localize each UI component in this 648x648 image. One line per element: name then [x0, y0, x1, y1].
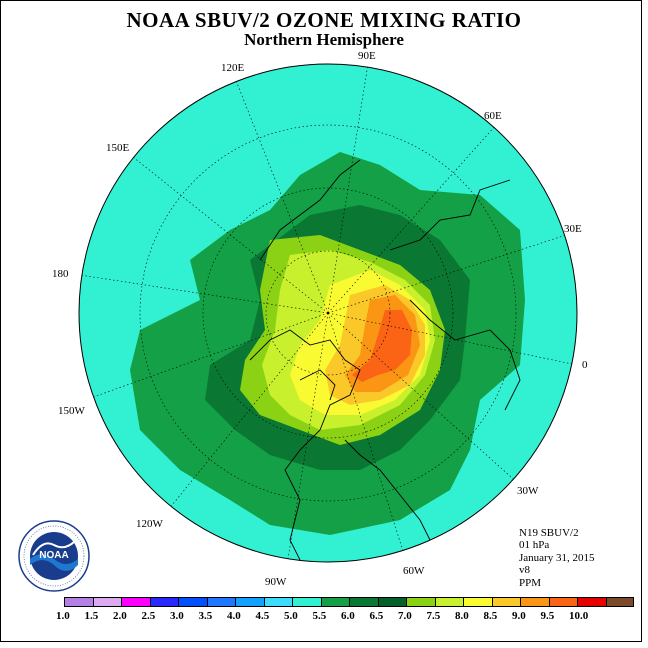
colorbar-swatch	[548, 597, 577, 607]
colorbar-swatch	[434, 597, 463, 607]
lon-label-30w: 30W	[517, 485, 539, 497]
colorbar-swatch	[577, 597, 606, 607]
colorbar-swatch	[292, 597, 321, 607]
colorbar-tick-label: 3.0	[170, 610, 184, 622]
colorbar-tick-label: 2.5	[141, 610, 156, 622]
colorbar-tick-label: 2.0	[113, 610, 127, 622]
lon-label-180: 180	[52, 268, 69, 280]
lon-label-120w: 120W	[136, 518, 163, 530]
lon-label-60e: 60E	[484, 110, 502, 122]
colorbar-tick-label: 10.0	[569, 610, 589, 622]
colorbar-tick-label: 8.0	[455, 610, 469, 622]
colorbar-tick-label: 5.0	[284, 610, 298, 622]
colorbar-tick-label: 4.5	[255, 610, 270, 622]
lon-label-120e: 120E	[221, 62, 245, 74]
info-date: January 31, 2015	[519, 551, 595, 564]
lon-label-0: 0	[582, 359, 588, 371]
colorbar-tick-label: 3.5	[198, 610, 213, 622]
colorbar-swatch	[605, 597, 634, 607]
colorbar-swatch	[377, 597, 406, 607]
colorbar-swatch	[463, 597, 492, 607]
colorbar-swatch	[149, 597, 178, 607]
colorbar-swatch	[64, 597, 93, 607]
colorbar-tick-label: 4.0	[227, 610, 241, 622]
lon-label-150w: 150W	[58, 405, 85, 417]
lon-label-150e: 150E	[106, 142, 130, 154]
colorbar-tick-label: 5.5	[312, 610, 327, 622]
colorbar-swatch	[406, 597, 435, 607]
info-block: N19 SBUV/2 01 hPa January 31, 2015 v8 PP…	[519, 527, 594, 589]
noaa-logo: NOAA	[18, 520, 90, 592]
colorbar-tick-label: 6.0	[341, 610, 355, 622]
info-level: 01 hPa	[519, 539, 550, 552]
colorbar-ticks: 1.0 1.5 2.0 2.5 3.0 3.5 4.0 4.5 5.0 5.5 6.0 6.5 7.0 7…	[52, 610, 612, 624]
lon-label-30e: 30E	[564, 223, 582, 235]
colorbar-tick-label: 7.5	[426, 610, 441, 622]
globe-outline	[78, 63, 578, 563]
coastlines	[249, 159, 521, 562]
page-title: NOAA SBUV/2 OZONE MIXING RATIO	[126, 8, 522, 32]
info-units: PPM	[519, 576, 542, 589]
colorbar-tick-label: 8.5	[483, 610, 498, 622]
colorbar-swatch	[263, 597, 292, 607]
colorbar-tick-label: 7.0	[398, 610, 412, 622]
colorbar-tick-label: 1.0	[56, 610, 70, 622]
info-instrument: N19 SBUV/2	[519, 527, 579, 539]
colorbar-swatch	[121, 597, 150, 607]
colorbar-swatch	[520, 597, 549, 607]
colorbar-swatch	[178, 597, 207, 607]
lon-label-60w: 60W	[403, 565, 425, 577]
contour-9-0	[352, 310, 412, 382]
colorbar-tick-label: 9.5	[540, 610, 555, 622]
colorbar-tick-label: 9.0	[512, 610, 526, 622]
colorbar-swatch	[349, 597, 378, 607]
colorbar-swatch	[92, 597, 121, 607]
colorbar-tick-label: 1.5	[84, 610, 99, 622]
colorbar-swatch	[320, 597, 349, 607]
colorbar-swatch	[491, 597, 520, 607]
lon-label-90e: 90E	[358, 50, 376, 62]
graticule	[79, 64, 577, 562]
lon-label-90w: 90W	[265, 576, 287, 588]
colorbar-swatch	[206, 597, 235, 607]
info-version: v8	[519, 564, 530, 577]
page-subtitle: Northern Hemisphere	[244, 30, 404, 49]
colorbar-tick-label: 6.5	[369, 610, 384, 622]
colorbar	[64, 597, 634, 607]
colorbar-swatch	[235, 597, 264, 607]
noaa-logo-text: NOAA	[39, 550, 68, 561]
